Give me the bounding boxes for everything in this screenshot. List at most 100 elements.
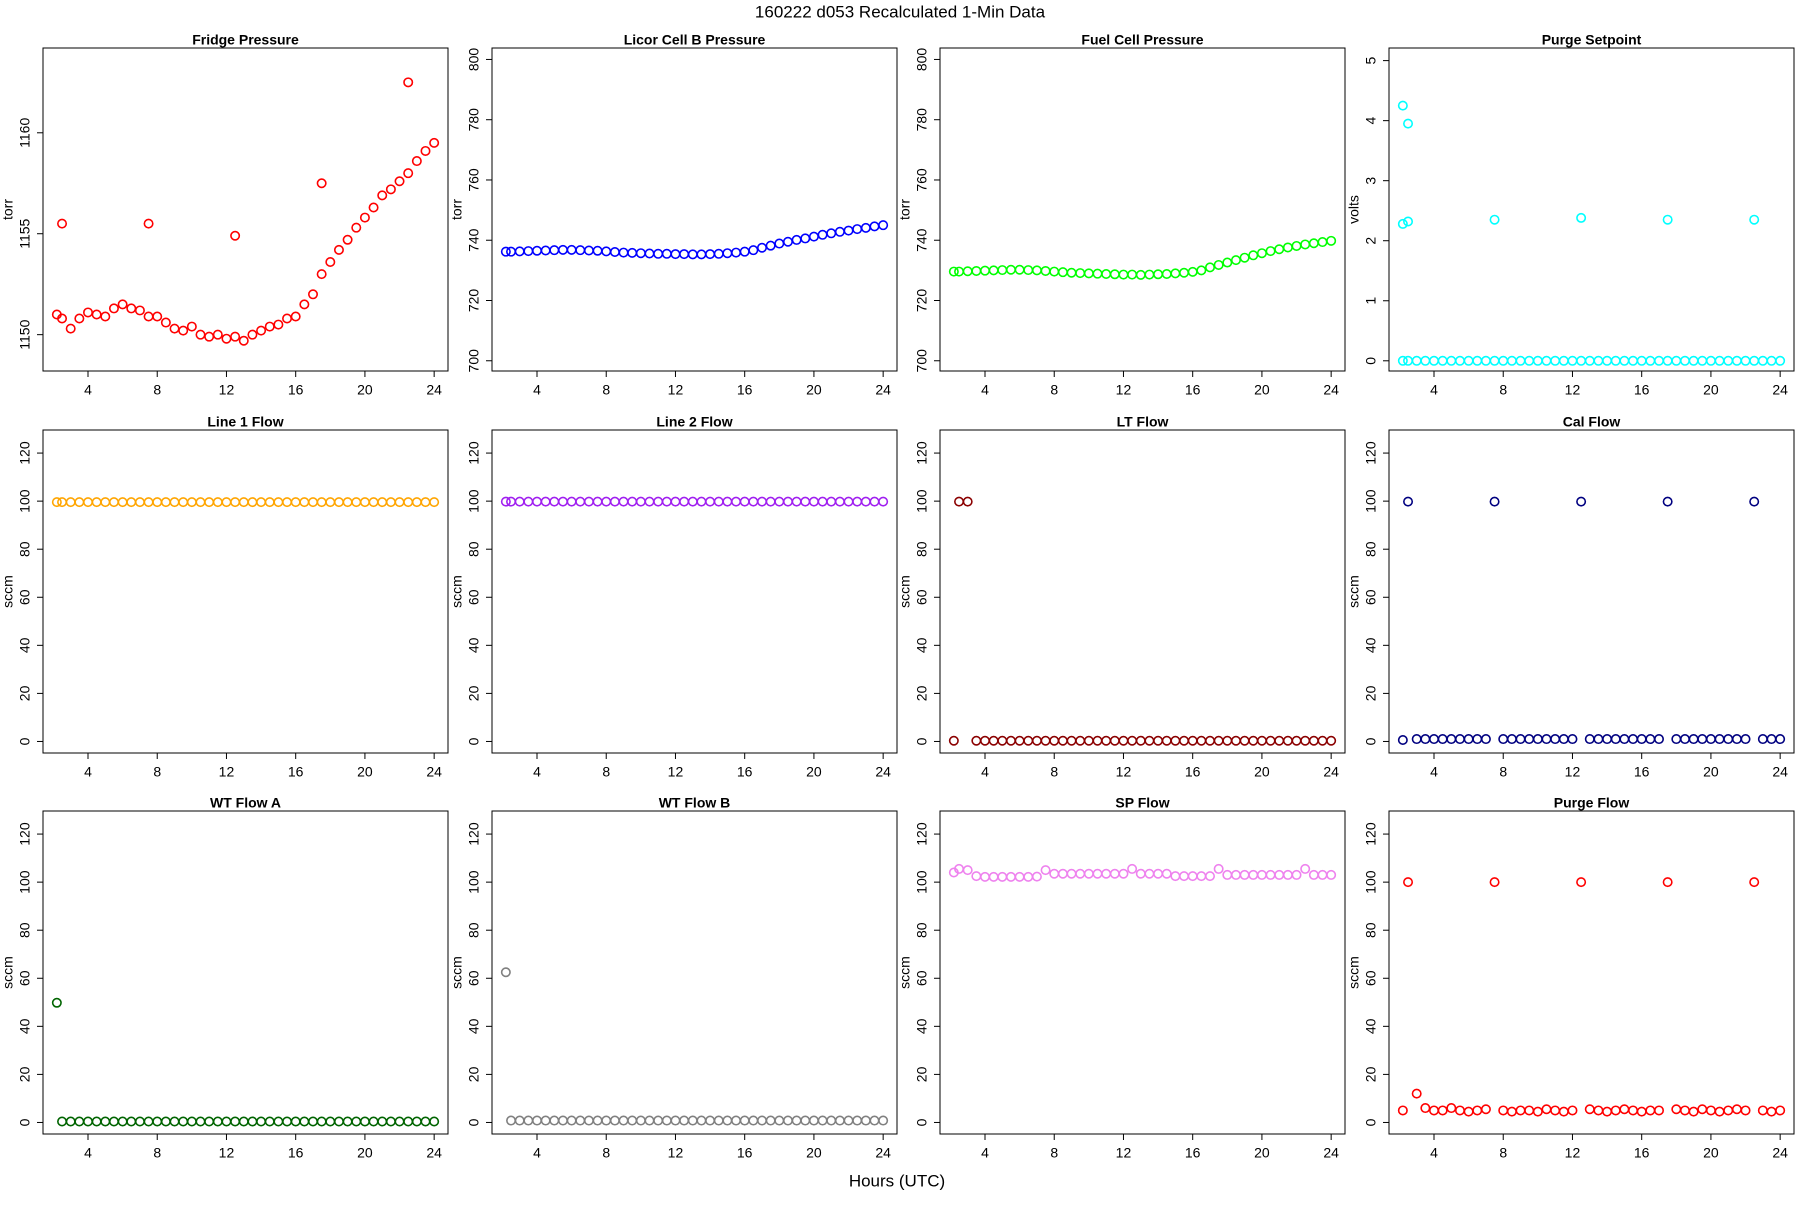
data-point [1584,355,1595,366]
data-point [1602,1106,1613,1117]
data-point [592,496,603,507]
y-tick-label: 760 [914,168,930,192]
data-point [1437,734,1448,745]
data-point [971,265,982,276]
data-point [411,1116,422,1127]
data-point [1524,355,1535,366]
data-point [1506,355,1517,366]
data-point [1049,868,1060,879]
data-point [1723,734,1734,745]
data-point [954,496,965,507]
data-point [1429,734,1440,745]
data-point [583,245,594,256]
x-tick-label: 4 [533,764,541,780]
data-point [1463,734,1474,745]
y-tick-label: 780 [466,108,482,132]
data-point [826,496,837,507]
y-tick-label: 40 [466,1018,482,1034]
data-point [316,269,327,280]
y-tick-label: 60 [466,589,482,605]
data-point [1532,734,1543,745]
data-point [1489,355,1500,366]
data-point [1550,1105,1561,1116]
data-point [979,735,990,746]
data-point [1515,355,1526,366]
data-point [394,176,405,187]
data-point [713,1115,724,1126]
data-point [1429,355,1440,366]
data-point [1403,216,1414,227]
data-point [325,256,336,267]
data-point [1645,1105,1656,1116]
data-point [1049,735,1060,746]
data-point [1437,355,1448,366]
data-point [1075,268,1086,279]
data-point [557,1115,568,1126]
data-point [748,496,759,507]
data-point [1239,735,1250,746]
data-point [1291,735,1302,746]
data-point [1446,734,1457,745]
data-point [1463,1106,1474,1117]
data-point [420,1116,431,1127]
x-tick-label: 20 [357,1145,373,1161]
data-point [238,335,249,346]
x-axis-label: Hours (UTC) [849,1171,945,1190]
data-point [869,1115,880,1126]
data-point [1205,735,1216,746]
data-point [221,497,232,508]
data-point [765,496,776,507]
data-point [247,497,258,508]
data-point [962,266,973,277]
data-point [377,190,388,201]
x-tick-label: 4 [1430,382,1438,398]
data-point [1083,735,1094,746]
x-tick-label: 4 [981,764,989,780]
x-tick-label: 24 [426,1145,442,1161]
y-axis-label: sccm [449,956,465,989]
x-tick-label: 8 [1050,1145,1058,1161]
data-point [1161,268,1172,279]
data-point [195,1116,206,1127]
data-point [1300,239,1311,250]
x-tick-label: 12 [668,764,684,780]
y-axis-label: torr [897,199,913,220]
data-point [1541,1104,1552,1115]
data-point [954,266,965,277]
data-point [1628,1105,1639,1116]
y-tick-label: 3 [1363,177,1379,185]
data-point [817,496,828,507]
x-tick-label: 8 [602,764,610,780]
data-point [1671,1104,1682,1115]
x-tick-label: 20 [357,382,373,398]
data-point [1740,1105,1751,1116]
y-tick-label: 80 [466,541,482,557]
data-point [65,497,76,508]
data-point [1714,355,1725,366]
data-point [1118,868,1129,879]
data-point [531,496,542,507]
data-point [1593,1105,1604,1116]
data-point [1092,735,1103,746]
data-point [523,1115,534,1126]
data-point [1057,868,1068,879]
data-point [91,497,102,508]
x-tick-label: 12 [219,1145,235,1161]
plot-area [500,220,889,260]
y-tick-label: 780 [914,108,930,132]
data-point [1179,871,1190,882]
data-point [1118,735,1129,746]
data-point [549,1115,560,1126]
data-point [1397,100,1408,111]
data-point [256,497,267,508]
data-point [333,1116,344,1127]
data-point [108,303,119,314]
data-point [618,1115,629,1126]
plot-frame [939,810,1346,1135]
data-point [618,496,629,507]
data-point [1317,869,1328,880]
data-point [618,247,629,258]
data-point [1170,735,1181,746]
data-point [342,234,353,245]
x-tick-label: 12 [1116,764,1132,780]
